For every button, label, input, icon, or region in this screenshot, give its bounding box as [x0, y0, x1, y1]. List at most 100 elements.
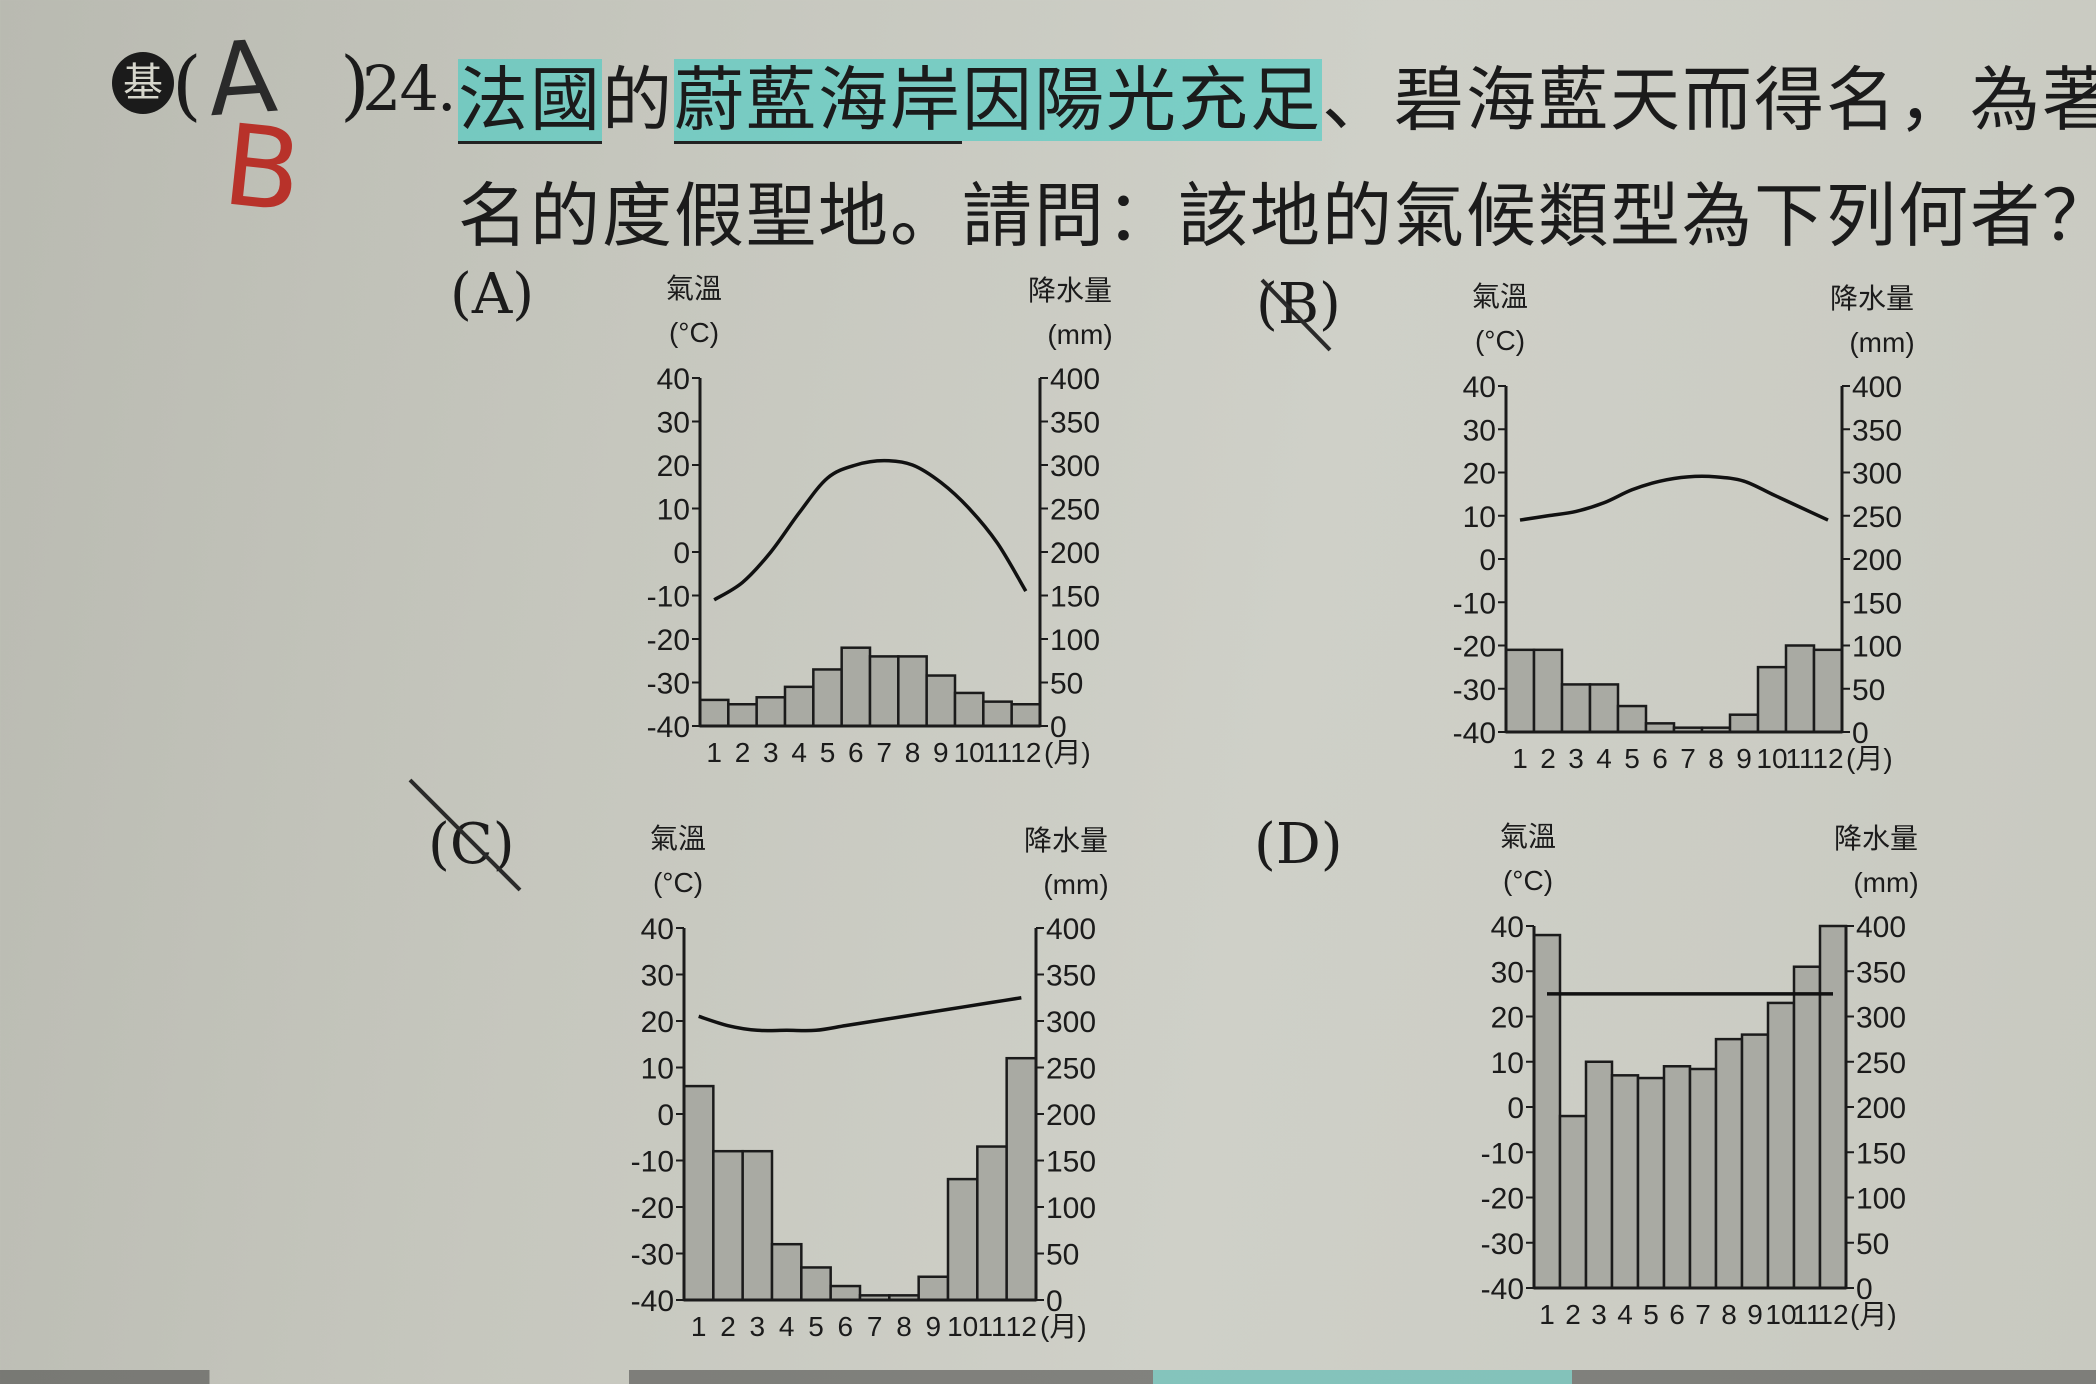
precip-bar-c-5 [800, 1266, 832, 1302]
month-label-c-1: 1 [691, 1311, 707, 1342]
left-tick-label-b-5: -10 [1453, 587, 1496, 620]
precip-bar-d-2 [1558, 1114, 1588, 1290]
month-label-b-1: 1 [1512, 743, 1528, 774]
right-tick-label-d-1: 350 [1856, 956, 1906, 989]
precip-bar-d-1 [1532, 933, 1562, 1290]
right-tick-label-a-2: 300 [1050, 450, 1100, 483]
month-label-b-9: 9 [1736, 743, 1752, 774]
right-axis-title-c: 降水量 [1024, 825, 1108, 856]
precip-bar-a-8 [897, 655, 928, 728]
month-label-d-5: 5 [1643, 1299, 1659, 1330]
right-tick-label-d-8: 0 [1856, 1273, 1873, 1306]
left-tick-label-c-2: 20 [641, 1006, 674, 1039]
left-axis-title-b: 氣溫 [1472, 281, 1528, 312]
left-tick-label-d-7: -30 [1481, 1228, 1524, 1261]
right-tick-label-d-5: 150 [1856, 1137, 1906, 1170]
month-label-d-1: 1 [1539, 1299, 1555, 1330]
precip-bar-d-8 [1714, 1037, 1744, 1290]
left-axis-unit-c: (°C) [653, 867, 703, 898]
month-label-a-7: 7 [876, 737, 892, 768]
month-label-d-3: 3 [1591, 1299, 1607, 1330]
month-label-d-4: 4 [1617, 1299, 1633, 1330]
highlight-cote-dazur: 蔚藍海岸 [674, 59, 962, 144]
highlight-france: 法國 [458, 59, 602, 144]
month-label-d-7: 7 [1695, 1299, 1711, 1330]
month-label-d-9: 9 [1747, 1299, 1763, 1330]
left-tick-label-d-8: -40 [1481, 1273, 1524, 1306]
month-unit-b: (月) [1846, 743, 1893, 774]
month-label-d-2: 2 [1565, 1299, 1581, 1330]
precip-bar-d-10 [1766, 1001, 1796, 1290]
month-label-b-7: 7 [1680, 743, 1696, 774]
precip-bar-d-6 [1662, 1065, 1692, 1290]
left-tick-label-b-8: -40 [1453, 717, 1496, 750]
right-tick-label-c-8: 0 [1046, 1285, 1063, 1318]
precip-bar-c-12 [1005, 1056, 1038, 1302]
right-tick-label-d-4: 200 [1856, 1092, 1906, 1125]
left-tick-label-c-8: -40 [631, 1285, 674, 1318]
left-axis-title-d: 氣溫 [1500, 821, 1556, 852]
left-tick-label-c-6: -20 [631, 1192, 674, 1225]
left-tick-label-c-1: 30 [641, 960, 674, 993]
left-tick-label-a-6: -20 [647, 624, 690, 657]
right-tick-label-b-6: 100 [1852, 631, 1902, 664]
month-label-c-2: 2 [720, 1311, 736, 1342]
temperature-line-a [713, 458, 1028, 602]
month-label-a-11: 11 [983, 737, 1012, 768]
month-label-c-7: 7 [867, 1311, 883, 1342]
right-axis-unit-c: (mm) [1043, 869, 1108, 900]
option-label-d[interactable]: (D) [1254, 812, 1343, 877]
right-tick-label-b-1: 350 [1852, 414, 1902, 447]
month-label-c-5: 5 [808, 1311, 824, 1342]
right-tick-label-d-3: 250 [1856, 1047, 1906, 1080]
precip-bar-d-7 [1688, 1067, 1718, 1290]
right-tick-label-d-7: 50 [1856, 1228, 1889, 1261]
right-axis-unit-d: (mm) [1853, 867, 1918, 898]
left-tick-label-d-4: 0 [1507, 1092, 1524, 1125]
month-label-b-11: 11 [1785, 743, 1814, 774]
month-label-b-12: 12 [1812, 743, 1843, 774]
left-tick-label-a-8: -40 [647, 711, 690, 744]
right-tick-label-b-2: 300 [1852, 458, 1902, 491]
right-axis-title-d: 降水量 [1834, 823, 1918, 854]
right-tick-label-b-0: 400 [1852, 371, 1902, 404]
right-axis-title-b: 降水量 [1830, 283, 1914, 314]
left-tick-label-c-5: -10 [631, 1146, 674, 1179]
right-axis-unit-b: (mm) [1849, 327, 1914, 358]
precip-bar-d-12 [1818, 924, 1848, 1290]
month-label-c-10: 10 [947, 1311, 978, 1342]
month-label-a-3: 3 [763, 737, 779, 768]
answer-paren-open: ( [172, 40, 202, 129]
left-tick-label-a-2: 20 [657, 450, 690, 483]
month-label-d-8: 8 [1721, 1299, 1737, 1330]
question-text-de: 的 [602, 59, 674, 141]
question-line-2: 名的度假聖地。請問：該地的氣候類型為下列何者？ [458, 175, 2096, 257]
month-label-c-12: 12 [1006, 1311, 1037, 1342]
option-label-a[interactable]: (A) [450, 262, 535, 327]
month-label-c-8: 8 [896, 1311, 912, 1342]
left-tick-label-b-0: 40 [1463, 371, 1496, 404]
right-tick-label-a-3: 250 [1050, 494, 1100, 527]
month-label-b-4: 4 [1596, 743, 1612, 774]
month-label-c-4: 4 [779, 1311, 795, 1342]
month-label-a-6: 6 [848, 737, 864, 768]
question-number: 24. [362, 52, 457, 125]
question-line-1: 法國的蔚藍海岸因陽光充足、碧海藍天而得名，為著 [458, 44, 2096, 145]
month-label-c-3: 3 [750, 1311, 766, 1342]
month-unit-c: (月) [1040, 1311, 1087, 1342]
right-tick-label-a-1: 350 [1050, 407, 1100, 440]
left-tick-label-a-1: 30 [657, 407, 690, 440]
right-axis-unit-a: (mm) [1047, 319, 1112, 350]
right-tick-label-c-1: 350 [1046, 960, 1096, 993]
right-axis-title-a: 降水量 [1028, 275, 1112, 306]
right-tick-label-c-6: 100 [1046, 1192, 1096, 1225]
left-axis-unit-d: (°C) [1503, 865, 1553, 896]
right-tick-label-b-5: 150 [1852, 587, 1902, 620]
right-tick-label-c-5: 150 [1046, 1146, 1096, 1179]
left-tick-label-d-1: 30 [1491, 956, 1524, 989]
question-text-rest: 、碧海藍天而得名，為著 [1322, 59, 2096, 141]
left-tick-label-b-6: -20 [1453, 631, 1496, 664]
right-tick-label-b-3: 250 [1852, 501, 1902, 534]
